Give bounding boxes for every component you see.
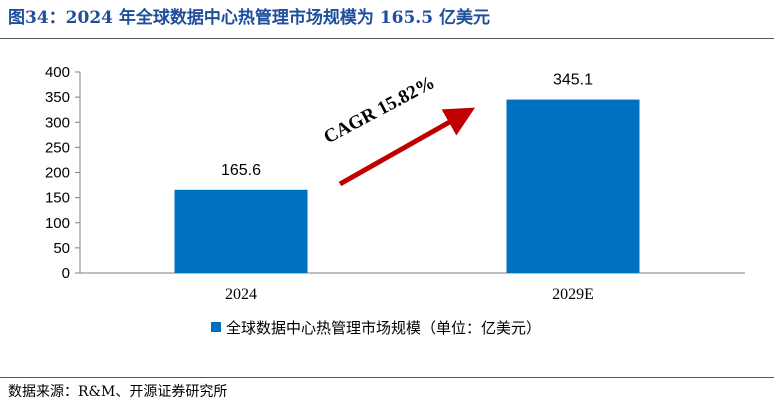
y-tick-label: 50 [53,240,70,257]
legend-swatch [211,322,221,332]
y-tick-label: 100 [45,215,70,232]
y-tick-label: 150 [45,190,70,207]
y-axis: 0 50 100 150 200 250 300 350 400 [45,64,81,282]
title-divider [0,38,774,39]
data-labels: 165.6 345.1 [221,72,593,179]
y-tick-label: 0 [62,265,70,282]
y-tick-label: 200 [45,165,70,182]
legend: 全球数据中心热管理市场规模（单位：亿美元） [211,319,541,337]
cagr-arrow [338,107,476,187]
x-category-label: 2024 [225,286,257,303]
figure-title: 图34：2024 年全球数据中心热管理市场规模为 165.5 亿美元 [8,8,490,28]
source-divider [0,377,774,378]
x-category-label: 2029E [552,286,594,303]
y-tick-label: 250 [45,139,70,156]
y-tick-label: 350 [45,89,70,106]
bars [174,99,640,273]
bar [506,99,640,273]
legend-label: 全球数据中心热管理市场规模（单位：亿美元） [226,319,541,337]
bar-value-label: 345.1 [553,72,593,89]
source-note: 数据来源：R&M、开源证券研究所 [8,384,228,400]
y-tick-label: 400 [45,64,70,81]
bar [174,189,308,273]
y-tick-label: 300 [45,114,70,131]
bar-value-label: 165.6 [221,162,261,179]
x-axis: 2024 2029E [80,272,745,303]
bar-chart: 0 50 100 150 200 250 300 350 400 2024 2029E 165.6… [45,64,745,337]
